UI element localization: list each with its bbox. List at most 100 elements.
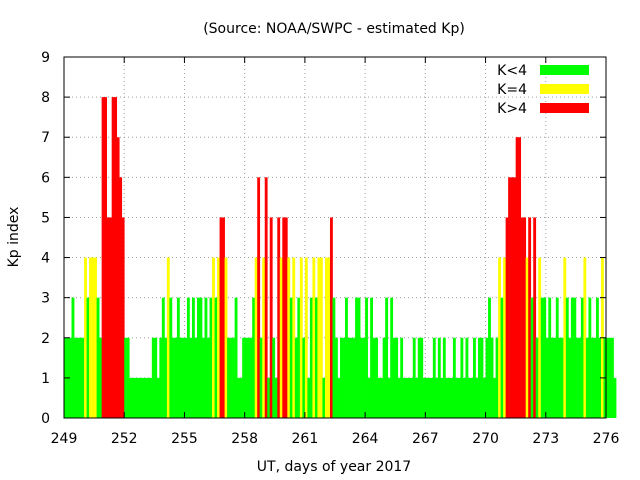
kp-bar (568, 337, 572, 418)
kp-bar (121, 217, 125, 418)
kp-bar (81, 337, 85, 418)
kp-bar (222, 217, 225, 418)
kp-bar (249, 337, 253, 418)
kp-bar (126, 337, 130, 418)
kp-bar (402, 377, 406, 418)
kp-bar (299, 257, 303, 418)
kp-bar (385, 297, 389, 418)
kp-bar (437, 337, 441, 418)
kp-bar (69, 337, 72, 418)
kp-bar (508, 177, 511, 418)
kp-bar (548, 297, 552, 418)
kp-bar (131, 377, 135, 418)
legend-swatch (540, 103, 589, 113)
kp-bar (455, 377, 459, 418)
kp-bar (357, 297, 361, 418)
kp-bar (485, 337, 489, 418)
kp-bar (342, 337, 346, 418)
plot-border (63, 56, 607, 419)
kp-bar (194, 337, 198, 418)
x-tick-label: 270 (472, 431, 499, 447)
kp-bar (588, 297, 592, 418)
y-tick-label: 7 (41, 130, 50, 146)
kp-bar (106, 217, 110, 418)
kp-bar (156, 377, 160, 418)
kp-bar (462, 377, 466, 418)
kp-bar (457, 377, 461, 418)
kp-bar (382, 337, 386, 418)
kp-bar (277, 217, 281, 418)
kp-bar (71, 297, 75, 418)
kp-bar (573, 297, 577, 418)
kp-bar (324, 257, 328, 418)
kp-bar (337, 377, 341, 418)
x-tick-label: 249 (51, 431, 78, 447)
kp-bar (254, 257, 258, 418)
kp-bar (553, 337, 557, 418)
kp-bar (149, 377, 153, 418)
kp-bar (523, 217, 527, 418)
kp-bar (91, 257, 95, 418)
legend-label: K<4 (497, 63, 527, 79)
kp-bar (352, 337, 356, 418)
kp-bar (570, 297, 574, 418)
kp-bar (550, 337, 554, 418)
kp-bar (144, 377, 148, 418)
kp-bar (307, 377, 311, 418)
kp-bar (332, 297, 336, 418)
kp-bar (422, 377, 426, 418)
kp-bar (515, 137, 519, 418)
kp-bar (199, 297, 203, 418)
kp-bar (407, 377, 411, 418)
kp-bar (294, 337, 298, 418)
kp-bar (259, 337, 263, 418)
kp-bar (520, 217, 524, 418)
kp-bar (392, 337, 396, 418)
kp-bar (395, 337, 399, 418)
kp-bar (114, 97, 118, 418)
kp-bar (136, 377, 140, 418)
x-tick-label: 273 (532, 431, 559, 447)
kp-bar (219, 217, 223, 418)
kp-bar (452, 337, 456, 418)
kp-bar (267, 377, 271, 418)
kp-bar (99, 337, 102, 418)
kp-bar (84, 257, 87, 418)
kp-bar (405, 377, 409, 418)
y-tick-label: 6 (41, 170, 50, 186)
kp-bar (412, 337, 416, 418)
kp-bar (89, 257, 92, 418)
kp-bar (204, 297, 208, 418)
kp-bars (64, 97, 617, 418)
kp-bar (400, 337, 404, 418)
kp-bar (292, 257, 296, 418)
kp-bar (480, 337, 484, 418)
kp-bar (94, 257, 97, 418)
kp-bar (560, 337, 564, 418)
kp-bar (350, 337, 353, 418)
y-tick-label: 5 (41, 210, 50, 226)
kp-bar (442, 337, 446, 418)
y-axis-label: Kp index (6, 207, 22, 268)
kp-bar (229, 337, 233, 418)
y-tick-label: 3 (41, 291, 50, 307)
kp-bar (96, 297, 100, 418)
kp-bar (498, 257, 501, 418)
kp-bar (590, 337, 594, 418)
kp-bar (166, 257, 170, 418)
kp-bar (191, 297, 195, 418)
kp-bar (272, 337, 276, 418)
kp-bar (585, 337, 589, 418)
kp-bar (242, 337, 246, 418)
kp-bar (111, 97, 115, 418)
kp-bar (355, 297, 358, 418)
kp-bar (518, 137, 522, 418)
kp-bar (329, 217, 333, 418)
y-tick-label: 9 (41, 50, 50, 66)
kp-bar (500, 297, 504, 418)
kp-bar (510, 177, 514, 418)
kp-bar (302, 337, 306, 418)
kp-bar (583, 257, 587, 418)
y-tick-label: 1 (41, 371, 50, 387)
kp-bar (104, 97, 108, 418)
